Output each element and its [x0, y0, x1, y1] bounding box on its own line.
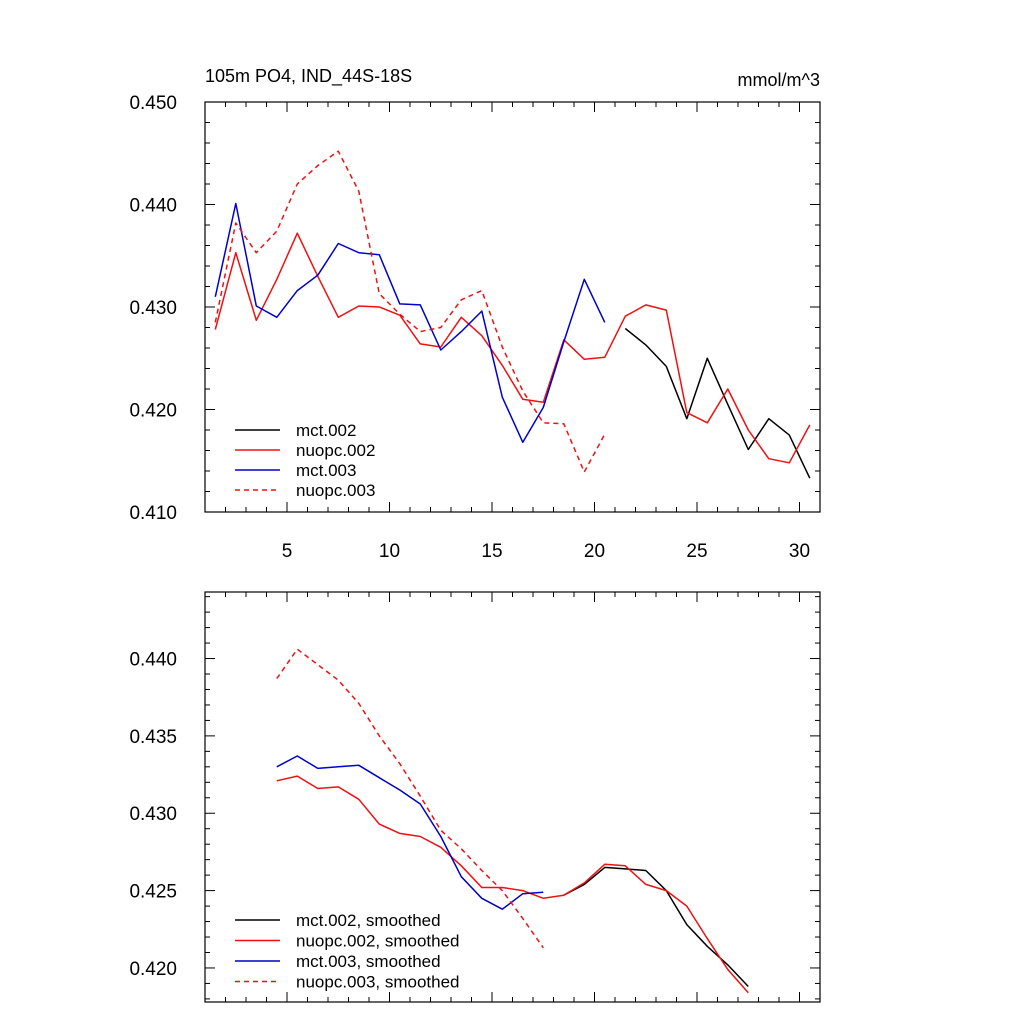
y-tick-label: 0.425 — [129, 882, 177, 903]
y-tick-label: 0.430 — [129, 298, 177, 319]
x-tick-label: 5 — [282, 541, 293, 562]
series-line-mct-002 — [624, 327, 811, 479]
legend-label: nuopc.003 — [296, 481, 375, 500]
y-tick-label: 0.450 — [129, 93, 177, 114]
x-tick-label: 25 — [686, 541, 707, 562]
legend-label: nuopc.002 — [296, 441, 375, 460]
series-line-nuopc-003-smoothed — [276, 648, 544, 949]
legend-label: mct.003 — [296, 461, 356, 480]
chart-title: 105m PO4, IND_44S-18S — [205, 66, 412, 87]
legend-label: mct.002 — [296, 421, 356, 440]
series-line-nuopc-003 — [214, 150, 606, 473]
y-tick-label: 0.430 — [129, 804, 177, 825]
series-line-mct-003 — [214, 202, 606, 444]
y-tick-label: 0.440 — [129, 196, 177, 217]
y-tick-label: 0.420 — [129, 959, 177, 980]
legend-label: mct.002, smoothed — [296, 911, 441, 930]
top-panel: 5 10 15 20 25 30 0.410 0.420 0.430 0.440 0.450 105m… — [129, 66, 821, 562]
x-tick-label: 15 — [481, 541, 502, 562]
y-tick-label: 0.435 — [129, 727, 177, 748]
y-tick-label: 0.440 — [129, 650, 177, 671]
legend-label: nuopc.003, smoothed — [296, 973, 460, 992]
bottom-panel: 0.420 0.425 0.430 0.435 0.440 mct.002, smooth… — [129, 591, 821, 1003]
series-line-mct-003-smoothed — [276, 755, 544, 910]
legend-label: mct.003, smoothed — [296, 952, 441, 971]
y-tick-label: 0.420 — [129, 401, 177, 422]
units-label: mmol/m^3 — [738, 70, 820, 90]
x-tick-label: 10 — [379, 541, 400, 562]
series-line-mct-002-smoothed — [563, 866, 749, 988]
y-tick-label: 0.410 — [129, 503, 177, 524]
series-line-nuopc-002 — [214, 232, 811, 464]
x-tick-label: 30 — [789, 541, 810, 562]
series-line-nuopc-002-smoothed — [276, 775, 749, 994]
legend-label: nuopc.002, smoothed — [296, 932, 460, 951]
x-tick-label: 20 — [584, 541, 605, 562]
